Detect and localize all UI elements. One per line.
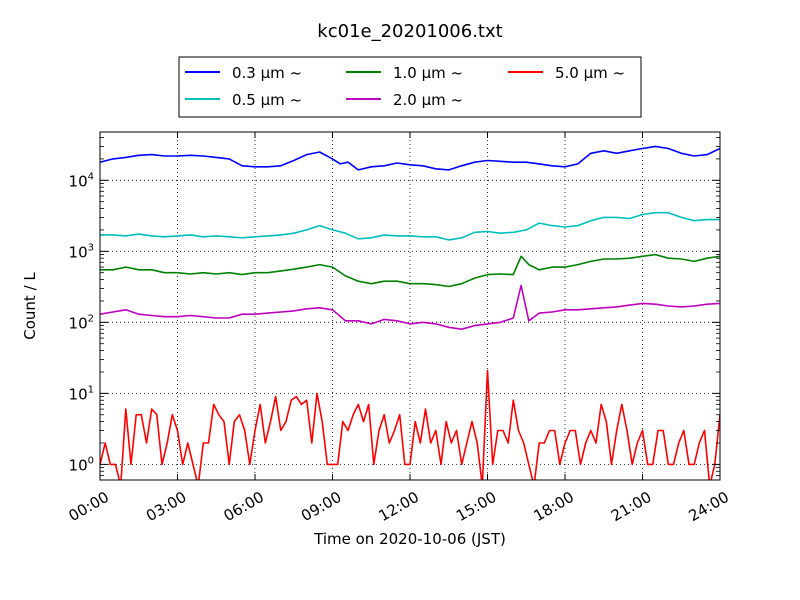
legend-label-5.0um: 5.0 µm ~ [555,64,625,82]
legend-box [178,56,642,118]
y-tick-label: 101 [69,384,94,403]
x-axis-label: Time on 2020-10-06 (JST) [313,530,506,548]
y-tick-base: 10 [69,314,88,332]
series-line-2.0um [100,284,720,331]
y-tick-base: 10 [69,385,88,403]
y-tick-label: 100 [69,455,94,474]
grid [100,132,720,480]
y-tick-base: 10 [69,172,88,190]
series-line-1.0um [100,253,720,288]
y-tick-exponent: 0 [88,455,94,466]
y-tick-exponent: 3 [88,242,94,253]
series-line-5.0um [100,369,720,480]
legend-label-2.0um: 2.0 µm ~ [393,91,463,109]
y-tick-base: 10 [69,456,88,474]
chart-title: kc01e_20201006.txt [317,21,502,42]
y-tick-exponent: 2 [88,313,94,324]
series-layer [100,145,720,480]
y-tick-label: 102 [69,313,94,332]
y-tick-exponent: 4 [88,171,94,182]
y-tick-label: 103 [69,242,94,261]
y-tick-base: 10 [69,243,88,261]
y-tick-label: 104 [69,171,94,190]
y-tick-exponent: 1 [88,384,94,395]
axis-ticks [99,132,721,480]
series-line-0.3um [100,145,720,171]
legend-label-0.5um: 0.5 µm ~ [232,91,302,109]
legend: 0.3 µm ~ 0.5 µm ~ 1.0 µm ~ 2.0 µm ~ 5.0 µm ~ [178,56,642,118]
legend-label-0.3um: 0.3 µm ~ [232,64,302,82]
legend-label-1.0um: 1.0 µm ~ [393,64,463,82]
y-axis-label: Count / L [21,272,39,340]
series-line-0.5um [100,211,720,241]
